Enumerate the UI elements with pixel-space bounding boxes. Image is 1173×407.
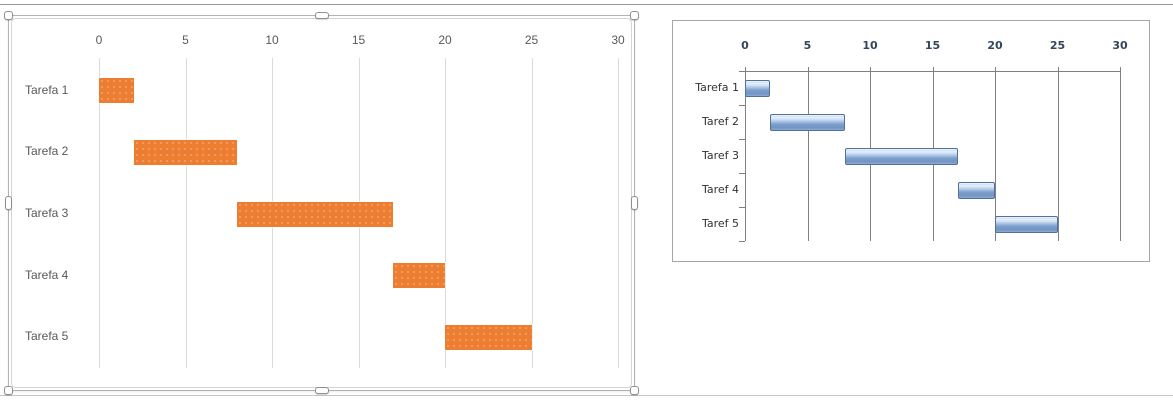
selection-handle-bottom-center[interactable] [314,387,329,394]
category-label: Taref 3 [701,149,739,162]
x-axis-tick-label: 25 [524,33,539,47]
task-bar[interactable] [995,215,1058,233]
x-axis-tick-label: 5 [803,39,812,52]
bottom-divider-line [0,395,1173,396]
task-bar[interactable] [133,139,238,165]
x-axis-tick-label: 10 [862,39,878,52]
category-tick-mark [739,139,745,140]
vertical-gridline [185,58,187,368]
task-bar[interactable] [99,78,134,104]
vertical-gridline [531,58,533,368]
vertical-gridline [807,71,809,241]
selected-chart-frame[interactable]: 0 5 10 15 20 25 30 Tarefa 1 Tarefa 2 Tarefa 3 Tare… [4,11,639,395]
selection-handle-middle-left[interactable] [5,196,12,210]
x-axis-tick-label: 0 [741,39,749,52]
category-label: Tarefa 5 [25,329,69,344]
category-label: Taref 4 [701,183,739,196]
axis-tick-mark [745,67,746,76]
x-axis-tick-label: 10 [265,33,279,47]
vertical-gridline [1057,71,1059,241]
category-tick-mark [739,173,745,174]
x-axis-tick-label: 0 [95,33,103,47]
x-axis-tick-label: 30 [1112,39,1128,52]
selection-handle-bottom-left[interactable] [4,386,13,395]
vertical-gridline [1120,71,1121,241]
selection-handle-top-left[interactable] [4,11,13,20]
x-axis-tick-label: 5 [182,33,189,47]
task-bar[interactable] [393,263,445,289]
vertical-gridline [445,58,446,368]
vertical-gridline [618,58,619,368]
selection-handle-top-center[interactable] [314,12,329,19]
x-axis-tick-label: 20 [438,33,452,47]
category-tick-mark [739,71,745,72]
task-bar[interactable] [957,181,995,199]
category-label: Tarefa 3 [25,206,69,220]
category-tick-mark [739,241,745,242]
category-tick-mark [739,105,745,106]
gantt-chart-blue[interactable]: 0 5 10 15 20 25 30 Tarefa 1 Taref 2 Taref 3 Taref … [672,20,1150,262]
selection-handle-bottom-right[interactable] [630,386,639,395]
selection-handle-middle-right[interactable] [631,196,638,210]
x-axis-tick-label: 15 [351,33,366,47]
x-axis-tick-label: 25 [1049,39,1066,52]
task-bar[interactable] [445,324,532,350]
task-bar[interactable] [237,201,394,227]
category-axis-line [745,71,746,241]
category-label: Tarefa 4 [25,267,69,282]
category-label: Tarefa 1 [695,81,739,94]
task-bar[interactable] [845,147,958,165]
x-axis-tick-label: 20 [987,39,1003,52]
category-label: Taref 5 [701,217,739,230]
category-label: Tarefa 1 [25,82,69,97]
task-bar[interactable] [745,79,770,97]
category-label: Tarefa 2 [25,144,69,159]
category-tick-mark [739,207,745,208]
x-axis-tick-label: 15 [924,39,941,52]
gantt-chart-orange-plot[interactable]: 0 5 10 15 20 25 30 Tarefa 1 Tarefa 2 Tarefa 3 Tare… [13,20,630,386]
selection-handle-top-right[interactable] [630,11,639,20]
vertical-gridline [995,71,996,241]
top-divider-line [0,4,1173,5]
category-label: Taref 2 [701,115,739,128]
x-axis-tick-label: 30 [611,33,625,47]
vertical-gridline [99,58,100,368]
task-bar[interactable] [770,113,845,131]
